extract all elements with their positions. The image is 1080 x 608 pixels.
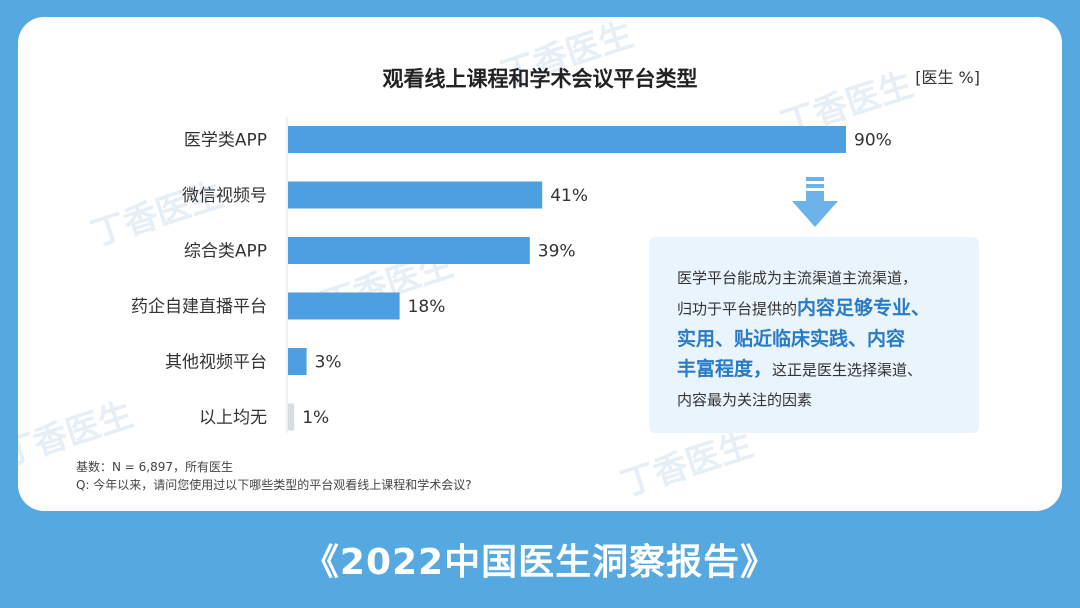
note-highlight-1: 内容足够专业、 [797,297,931,319]
note-line-4-text: 这正是医生选择渠道、 [772,361,923,379]
note-line-4: 丰富程度，这正是医生选择渠道、 [677,354,965,385]
note-highlight-2: 实用、贴近临床实践、内容 [677,328,906,350]
value-label: 3% [315,353,342,373]
bar [288,181,543,209]
footnote: 基数：N = 6,897，所有医生 Q: 今年以来，请问您使用过以下哪些类型的平… [76,458,472,494]
value-label: 39% [538,242,576,262]
bar-chart: 医学类APP 90% 微信视频号 41% 综合类APP 39% 药企自建直播平台 18% 其他视… [131,117,892,433]
bar [288,237,530,264]
unit-label: [医生 %] [915,68,980,87]
note-line-1: 医学平台能成为主流渠道主流渠道， [677,269,918,287]
category-label: 医学类APP [184,131,267,151]
bar [288,292,400,320]
down-arrow-icon [792,177,838,227]
value-label: 90% [854,131,892,151]
chart-title: 观看线上课程和学术会议平台类型 [382,67,698,91]
category-label: 药企自建直播平台 [131,297,267,317]
note-line-5: 内容最为关注的因素 [677,391,813,409]
bar [288,403,295,431]
note-highlight-3: 丰富程度， [677,358,773,380]
category-label: 其他视频平台 [165,353,267,373]
category-label: 以上均无 [199,408,267,428]
insight-note: 医学平台能成为主流渠道主流渠道， 归功于平台提供的内容足够专业、 实用、贴近临床… [649,237,979,433]
value-label: 18% [408,297,446,317]
bar [288,348,307,375]
report-card: 丁香医生 丁香医生 丁香医生 丁香医生 丁香医生 丁香医生 观看线上课程和学术会… [18,17,1062,511]
base-note: 基数：N = 6,897，所有医生 [76,460,234,474]
category-label: 综合类APP [184,242,267,262]
report-banner: 《2022中国医生洞察报告》 [302,542,778,583]
note-line-2-text: 归功于平台提供的 [677,300,798,318]
question-note: Q: 今年以来，请问您使用过以下哪些类型的平台观看线上课程和学术会议? [76,478,472,492]
value-label: 41% [550,186,588,206]
bar [288,126,846,153]
note-line-2: 归功于平台提供的内容足够专业、 [677,293,965,324]
category-label: 微信视频号 [182,186,267,206]
value-label: 1% [302,408,329,428]
